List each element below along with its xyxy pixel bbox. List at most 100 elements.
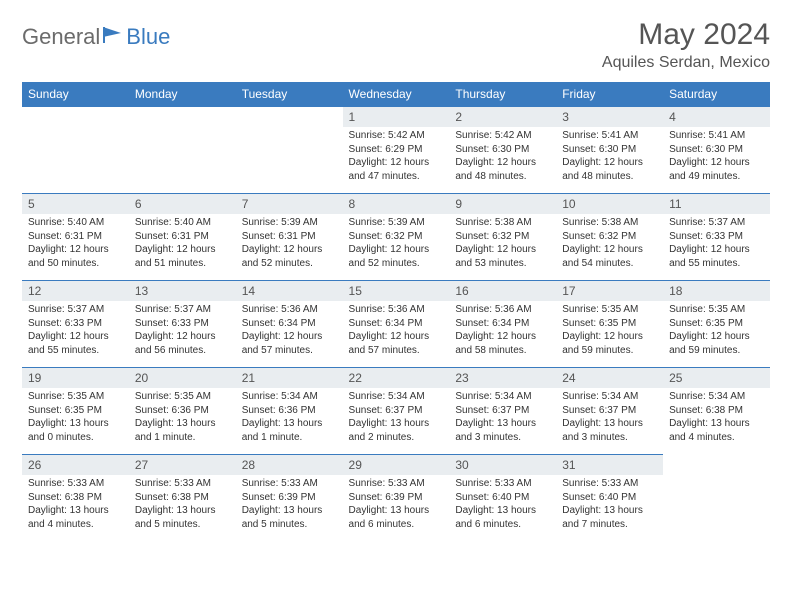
sunset-line: Sunset: 6:38 PM (28, 491, 123, 505)
sunrise-line: Sunrise: 5:36 AM (242, 303, 337, 317)
sunrise-line: Sunrise: 5:39 AM (349, 216, 444, 230)
sunset-line: Sunset: 6:34 PM (349, 317, 444, 331)
day-number-cell (663, 455, 770, 476)
sunset-line: Sunset: 6:38 PM (669, 404, 764, 418)
day-detail-cell: Sunrise: 5:38 AMSunset: 6:32 PMDaylight:… (556, 214, 663, 281)
sunset-line: Sunset: 6:32 PM (455, 230, 550, 244)
sunset-line: Sunset: 6:30 PM (562, 143, 657, 157)
day-detail-cell: Sunrise: 5:33 AMSunset: 6:38 PMDaylight:… (129, 475, 236, 541)
day-detail-cell: Sunrise: 5:39 AMSunset: 6:32 PMDaylight:… (343, 214, 450, 281)
day-detail-cell: Sunrise: 5:40 AMSunset: 6:31 PMDaylight:… (129, 214, 236, 281)
day-detail-cell: Sunrise: 5:33 AMSunset: 6:38 PMDaylight:… (22, 475, 129, 541)
day-detail-cell: Sunrise: 5:35 AMSunset: 6:35 PMDaylight:… (22, 388, 129, 455)
sunset-line: Sunset: 6:35 PM (669, 317, 764, 331)
day-number-cell: 1 (343, 107, 450, 128)
day-number-cell: 30 (449, 455, 556, 476)
day-number-row: 262728293031 (22, 455, 770, 476)
day-detail-cell: Sunrise: 5:34 AMSunset: 6:37 PMDaylight:… (449, 388, 556, 455)
sunset-line: Sunset: 6:40 PM (455, 491, 550, 505)
day-detail-row: Sunrise: 5:40 AM Sunset: 6:31 PM Daylight:… (22, 214, 770, 281)
day-detail-cell: Sunrise: 5:35 AMSunset: 6:35 PMDaylight:… (556, 301, 663, 368)
sunset-line: Sunset: 6:29 PM (349, 143, 444, 157)
weekday-header: Wednesday (343, 82, 450, 107)
daylight-line: Daylight: 12 hours and 57 minutes. (242, 330, 337, 357)
weekday-header: Tuesday (236, 82, 343, 107)
day-number-cell: 6 (129, 194, 236, 215)
daylight-line: Daylight: 13 hours and 4 minutes. (669, 417, 764, 444)
day-number-row: 1234 (22, 107, 770, 128)
day-detail-cell: Sunrise: 5:33 AMSunset: 6:40 PMDaylight:… (556, 475, 663, 541)
day-detail-cell: Sunrise: 5:40 AMSunset: 6:31 PMDaylight:… (22, 214, 129, 281)
daylight-line: Daylight: 12 hours and 54 minutes. (562, 243, 657, 270)
day-number-cell: 11 (663, 194, 770, 215)
daylight-line: Daylight: 13 hours and 2 minutes. (349, 417, 444, 444)
day-detail-cell: Sunrise: 5:36 AMSunset: 6:34 PMDaylight:… (343, 301, 450, 368)
daylight-line: Daylight: 12 hours and 56 minutes. (135, 330, 230, 357)
daylight-line: Daylight: 13 hours and 0 minutes. (28, 417, 123, 444)
day-detail-cell: Sunrise: 5:35 AMSunset: 6:36 PMDaylight:… (129, 388, 236, 455)
calendar-table: SundayMondayTuesdayWednesdayThursdayFrid… (22, 82, 770, 541)
day-detail-cell: Sunrise: 5:34 AMSunset: 6:37 PMDaylight:… (343, 388, 450, 455)
day-detail-cell: Sunrise: 5:38 AMSunset: 6:32 PMDaylight:… (449, 214, 556, 281)
daylight-line: Daylight: 13 hours and 7 minutes. (562, 504, 657, 531)
sunrise-line: Sunrise: 5:35 AM (135, 390, 230, 404)
day-number-cell: 14 (236, 281, 343, 302)
daylight-line: Daylight: 13 hours and 5 minutes. (135, 504, 230, 531)
sunset-line: Sunset: 6:30 PM (669, 143, 764, 157)
day-number-row: 12131415161718 (22, 281, 770, 302)
day-detail-cell: Sunrise: 5:37 AMSunset: 6:33 PMDaylight:… (663, 214, 770, 281)
sunset-line: Sunset: 6:35 PM (28, 404, 123, 418)
sunrise-line: Sunrise: 5:40 AM (28, 216, 123, 230)
day-number-cell (236, 107, 343, 128)
day-detail-cell (129, 127, 236, 194)
day-number-cell: 29 (343, 455, 450, 476)
day-detail-cell: Sunrise: 5:34 AMSunset: 6:36 PMDaylight:… (236, 388, 343, 455)
day-detail-cell (663, 475, 770, 541)
sunset-line: Sunset: 6:36 PM (242, 404, 337, 418)
sunrise-line: Sunrise: 5:37 AM (135, 303, 230, 317)
day-detail-cell (22, 127, 129, 194)
sunrise-line: Sunrise: 5:35 AM (669, 303, 764, 317)
day-number-cell (22, 107, 129, 128)
sunset-line: Sunset: 6:31 PM (135, 230, 230, 244)
day-number-cell: 3 (556, 107, 663, 128)
daylight-line: Daylight: 12 hours and 55 minutes. (28, 330, 123, 357)
day-detail-cell: Sunrise: 5:42 AMSunset: 6:30 PMDaylight:… (449, 127, 556, 194)
sunrise-line: Sunrise: 5:33 AM (28, 477, 123, 491)
page-title: May 2024 (602, 18, 770, 52)
day-number-cell: 9 (449, 194, 556, 215)
sunrise-line: Sunrise: 5:33 AM (455, 477, 550, 491)
day-number-cell: 21 (236, 368, 343, 389)
day-number-cell: 26 (22, 455, 129, 476)
day-number-cell: 5 (22, 194, 129, 215)
day-number-cell: 4 (663, 107, 770, 128)
weekday-header: Saturday (663, 82, 770, 107)
day-detail-cell: Sunrise: 5:41 AMSunset: 6:30 PMDaylight:… (663, 127, 770, 194)
header: General Blue May 2024 Aquiles Serdan, Me… (22, 18, 770, 72)
day-number-cell: 2 (449, 107, 556, 128)
daylight-line: Daylight: 12 hours and 59 minutes. (669, 330, 764, 357)
daylight-line: Daylight: 12 hours and 53 minutes. (455, 243, 550, 270)
day-detail-cell (236, 127, 343, 194)
sunset-line: Sunset: 6:37 PM (455, 404, 550, 418)
daylight-line: Daylight: 12 hours and 52 minutes. (349, 243, 444, 270)
brand-logo: General Blue (22, 24, 170, 50)
daylight-line: Daylight: 12 hours and 47 minutes. (349, 156, 444, 183)
day-detail-row: Sunrise: 5:35 AMSunset: 6:35 PMDaylight:… (22, 388, 770, 455)
day-detail-cell: Sunrise: 5:42 AMSunset: 6:29 PMDaylight:… (343, 127, 450, 194)
day-number-cell: 25 (663, 368, 770, 389)
day-number-cell: 10 (556, 194, 663, 215)
daylight-line: Daylight: 13 hours and 4 minutes. (28, 504, 123, 531)
brand-part2: Blue (126, 24, 170, 50)
daylight-line: Daylight: 12 hours and 49 minutes. (669, 156, 764, 183)
day-number-cell: 22 (343, 368, 450, 389)
sunset-line: Sunset: 6:38 PM (135, 491, 230, 505)
flag-icon (103, 27, 123, 48)
sunset-line: Sunset: 6:30 PM (455, 143, 550, 157)
sunrise-line: Sunrise: 5:33 AM (562, 477, 657, 491)
daylight-line: Daylight: 12 hours and 59 minutes. (562, 330, 657, 357)
day-detail-cell: Sunrise: 5:34 AMSunset: 6:38 PMDaylight:… (663, 388, 770, 455)
sunrise-line: Sunrise: 5:36 AM (455, 303, 550, 317)
sunset-line: Sunset: 6:33 PM (28, 317, 123, 331)
sunrise-line: Sunrise: 5:42 AM (455, 129, 550, 143)
